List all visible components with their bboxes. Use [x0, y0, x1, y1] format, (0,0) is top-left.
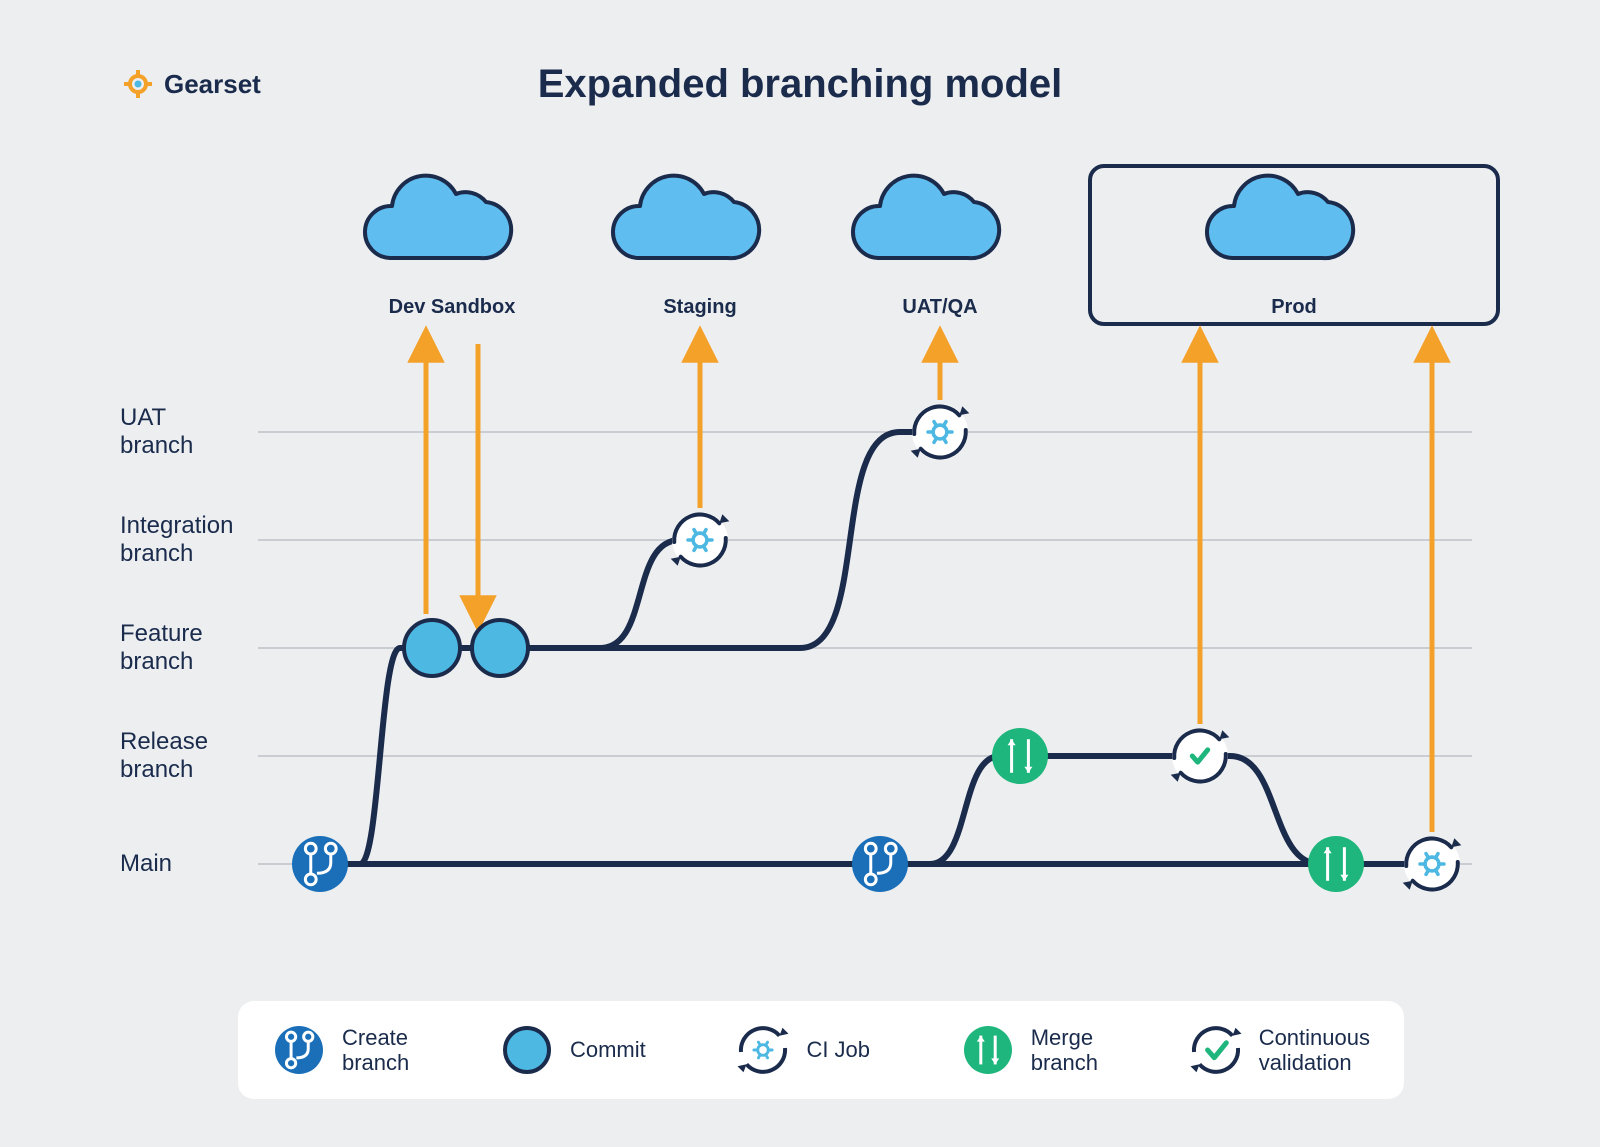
legend-label: CI Job	[806, 1037, 870, 1062]
legend-item: Createbranch	[272, 1023, 409, 1077]
environment-label: Prod	[1271, 296, 1317, 319]
cloud-icon	[1207, 176, 1353, 259]
legend-item: CI Job	[736, 1023, 870, 1077]
diagram-canvas	[0, 0, 1600, 1147]
legend-label: Commit	[570, 1037, 646, 1062]
branch-label: Featurebranch	[120, 620, 203, 675]
node-merge	[1308, 836, 1364, 892]
node-commit	[472, 620, 528, 676]
legend-item: Continuousvalidation	[1189, 1023, 1370, 1077]
legend-item: Commit	[500, 1023, 646, 1077]
node-ci-job	[671, 512, 730, 568]
node-ci-job	[911, 404, 970, 460]
branch-label: UATbranch	[120, 404, 193, 459]
node-validation	[1171, 728, 1230, 784]
environment-label: Dev Sandbox	[389, 296, 516, 319]
node-create-branch	[852, 836, 908, 892]
merge-icon	[961, 1023, 1015, 1077]
legend-label: Mergebranch	[1031, 1025, 1098, 1076]
legend-item: Mergebranch	[961, 1023, 1098, 1077]
branch-label: Releasebranch	[120, 728, 208, 783]
commit-icon	[500, 1023, 554, 1077]
branch-label: Main	[120, 850, 172, 878]
environment-label: UAT/QA	[902, 296, 977, 319]
ci-job-icon	[736, 1023, 790, 1077]
branch-label: Integrationbranch	[120, 512, 233, 567]
cloud-icon	[853, 176, 999, 259]
cloud-icon	[613, 176, 759, 259]
create-branch-icon	[272, 1023, 326, 1077]
node-merge	[992, 728, 1048, 784]
environment-label: Staging	[663, 296, 736, 319]
node-commit	[404, 620, 460, 676]
cloud-icon	[365, 176, 511, 259]
validation-icon	[1189, 1023, 1243, 1077]
legend-label: Continuousvalidation	[1259, 1025, 1370, 1076]
node-create-branch	[292, 836, 348, 892]
legend: Createbranch Commit CI Job Mergebranch Conti…	[238, 1001, 1404, 1099]
legend-label: Createbranch	[342, 1025, 409, 1076]
node-ci-job	[1403, 836, 1462, 892]
